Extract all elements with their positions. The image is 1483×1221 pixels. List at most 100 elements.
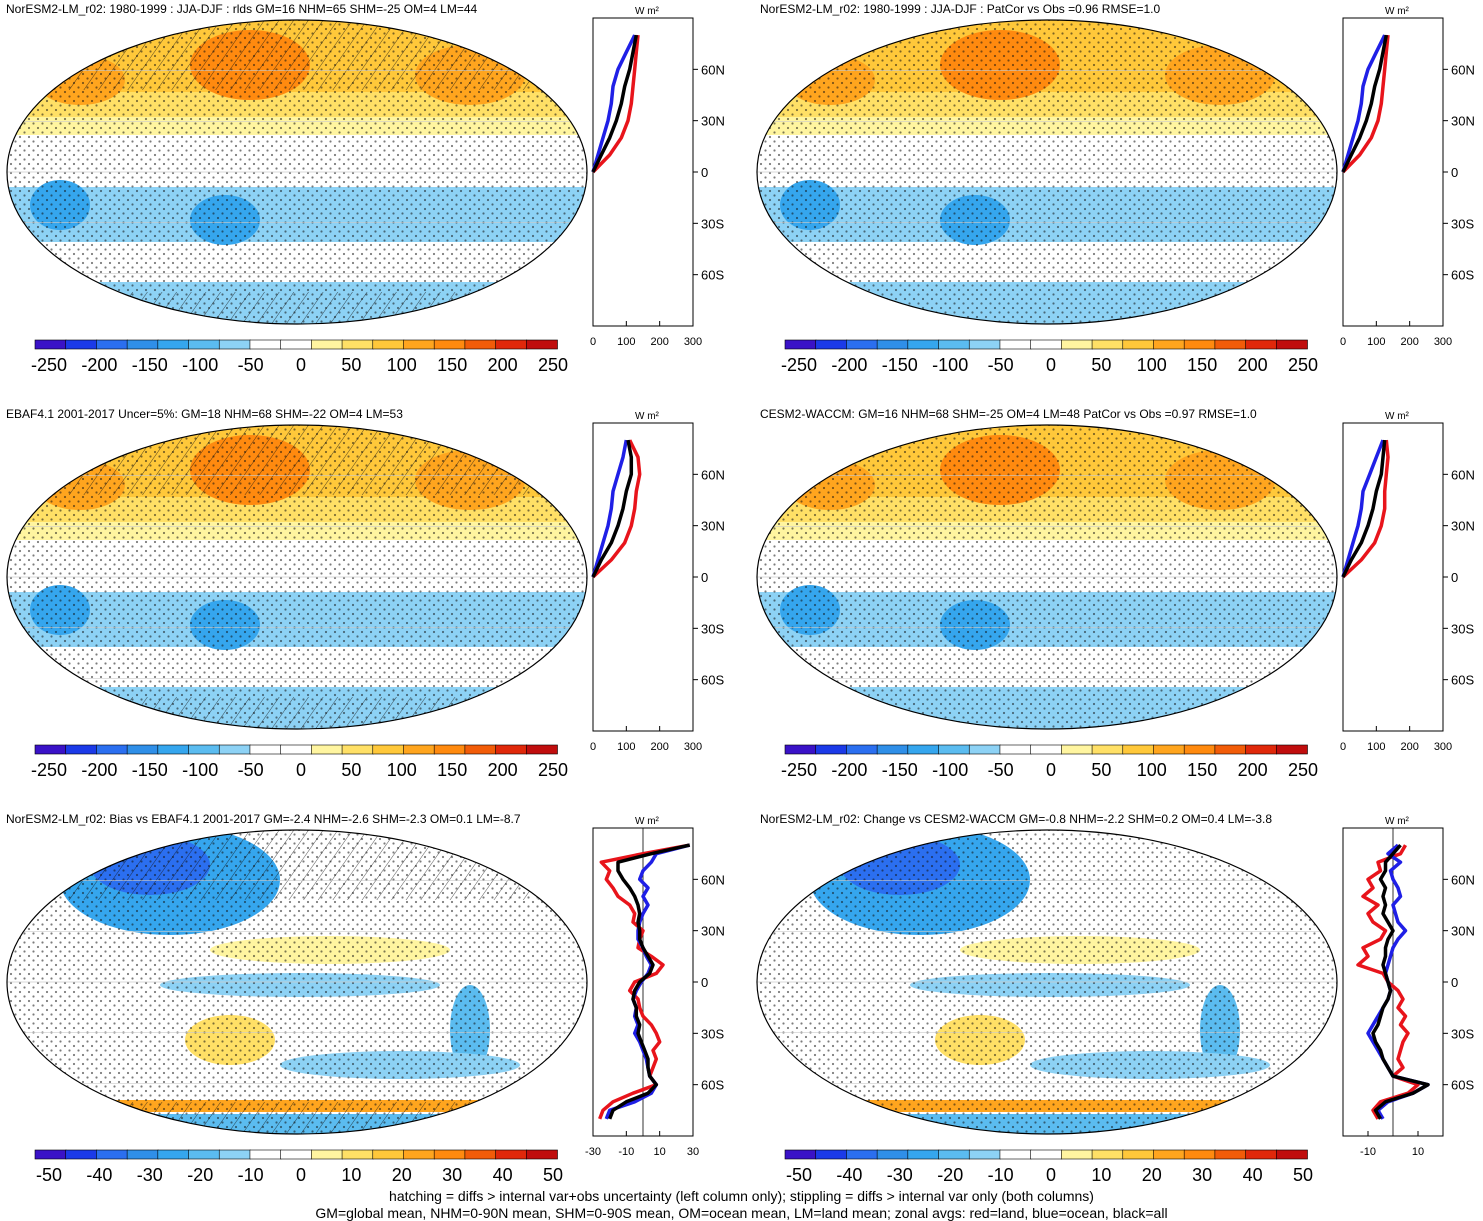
colorbar-tick-label: -50	[786, 1165, 812, 1185]
colorbar-swatch	[938, 1149, 971, 1160]
panel-title: EBAF4.1 2001-2017 Uncer=5%: GM=18 NHM=68…	[6, 407, 403, 421]
colorbar-tick-label: 40	[493, 1165, 513, 1185]
profile-x-tick-label: 100	[1367, 741, 1385, 753]
series-line-ocean	[1341, 34, 1387, 173]
colorbar-swatch	[1245, 339, 1278, 350]
colorbar-swatch	[433, 339, 466, 350]
colorbar-swatch	[341, 339, 374, 350]
colorbar-tick-label: -250	[31, 760, 67, 780]
colorbar-swatch	[280, 339, 313, 350]
colorbar-tick-label: 30	[442, 1165, 462, 1185]
footer-line-1: hatching = diffs > internal var+obs unce…	[389, 1188, 1094, 1204]
colorbar-swatch	[1153, 744, 1185, 755]
colorbar-swatch	[784, 1149, 817, 1160]
colorbar-swatch	[157, 744, 190, 755]
zonal-profile: W m² 0 100 200 300 60N 30N 0 30S 60S	[1340, 411, 1475, 753]
colorbar-tick-label: 20	[392, 1165, 412, 1185]
colorbar-swatch	[249, 1149, 282, 1160]
profile-y-tick-label: 30N	[1451, 924, 1475, 939]
colorbar-swatch	[341, 744, 374, 755]
profile-y-tick-label: 30N	[1451, 519, 1475, 534]
panel-title: CESM2-WACCM: GM=16 NHM=68 SHM=-25 OM=4 L…	[760, 407, 1257, 421]
colorbar-tick-label: 100	[1137, 355, 1167, 375]
colorbar-swatch	[218, 744, 251, 755]
profile-y-tick-label: 60N	[701, 467, 725, 482]
panel-title: NorESM2-LM_r02: 1980-1999 : JJA-DJF : Pa…	[760, 2, 1161, 16]
colorbar-tick-label: 30	[1192, 1165, 1212, 1185]
colorbar-tick-label: -10	[238, 1165, 264, 1185]
profile-y-tick-label: 30S	[1451, 1026, 1474, 1041]
colorbar-swatch	[372, 744, 405, 755]
colorbar-tick-label: -100	[182, 355, 218, 375]
series-line-all	[608, 843, 691, 1120]
colorbar-tick-label: -150	[882, 355, 918, 375]
colorbar-swatch	[34, 744, 67, 755]
colorbar-swatch	[1214, 339, 1247, 350]
profile-x-tick-label: 200	[1400, 336, 1418, 348]
series-line-all	[1341, 34, 1389, 173]
colorbar-tick-label: 250	[1288, 355, 1318, 375]
colorbar-tick-label: 0	[1046, 1165, 1056, 1185]
colorbar-swatch	[1183, 339, 1216, 350]
colorbar-tick-label: 10	[341, 1165, 361, 1185]
colorbar-swatch	[218, 1149, 251, 1160]
colorbar-swatch	[1153, 339, 1185, 350]
colorbar-tick-label: -40	[836, 1165, 862, 1185]
colorbar-swatch	[464, 339, 497, 350]
colorbar-swatch	[784, 339, 817, 350]
profile-y-tick-label: 0	[1451, 165, 1458, 180]
colorbar-tick-label: -50	[238, 355, 264, 375]
colorbar-swatch	[525, 1149, 558, 1160]
profile-y-tick-label: 0	[1451, 975, 1458, 990]
colorbar-swatch	[1061, 1149, 1093, 1160]
colorbar-swatch	[968, 1149, 1001, 1160]
profile-y-tick-label: 60S	[701, 268, 724, 283]
profile-x-tick-label: 0	[1340, 741, 1346, 753]
colorbar-swatch	[1091, 339, 1124, 350]
profile-unit-label: W m²	[1385, 816, 1410, 827]
colorbar-swatch	[1214, 744, 1247, 755]
profile-y-tick-label: 30S	[1451, 216, 1474, 231]
colorbar-tick-label: 0	[1046, 760, 1056, 780]
profile-unit-label: W m²	[1385, 6, 1410, 17]
colorbar-swatch	[876, 744, 909, 755]
colorbar-swatch	[1122, 744, 1155, 755]
colorbar-tick-label: 100	[1137, 760, 1167, 780]
profile-x-tick-label: 10	[1412, 1146, 1424, 1158]
zonal-profile: W m² 0 100 200 300 60N 30N 0 30S 60S	[590, 411, 725, 753]
profile-y-tick-label: 30S	[701, 1026, 724, 1041]
colorbar-swatch	[126, 1149, 159, 1160]
profile-x-tick-label: 100	[617, 741, 635, 753]
series-line-land	[591, 439, 642, 579]
profile-x-tick-label: -10	[1360, 1146, 1376, 1158]
series-line-all	[1341, 439, 1387, 578]
colorbar-swatch	[846, 744, 878, 755]
profile-y-tick-label: 60N	[1451, 872, 1475, 887]
profile-y-tick-label: 60S	[1451, 673, 1474, 688]
panel-2: -250 -200 -150 -100 -50 0 50 100 150 200 250 W m² 0 1…	[756, 6, 1475, 375]
profile-x-tick-label: 300	[684, 336, 702, 348]
colorbar-swatch	[525, 744, 558, 755]
series-line-all	[591, 439, 634, 578]
colorbar-swatch	[65, 1149, 98, 1160]
profile-y-tick-label: 0	[1451, 570, 1458, 585]
colorbar: -250 -200 -150 -100 -50 0 50 100 150 200 250	[781, 339, 1318, 375]
profile-x-tick-label: 0	[1340, 336, 1346, 348]
colorbar-swatch	[34, 1149, 67, 1160]
colorbar-swatch	[1214, 1149, 1247, 1160]
series-line-land	[591, 34, 640, 174]
colorbar-tick-label: 10	[1091, 1165, 1111, 1185]
profile-y-tick-label: 60S	[1451, 268, 1474, 283]
profile-y-tick-label: 60N	[701, 872, 725, 887]
profile-x-tick-label: 300	[684, 741, 702, 753]
colorbar-tick-label: -10	[988, 1165, 1014, 1185]
colorbar-tick-label: -100	[182, 760, 218, 780]
profile-y-tick-label: 60N	[1451, 62, 1475, 77]
colorbar-swatch	[311, 1149, 343, 1160]
colorbar-swatch	[907, 339, 940, 350]
colorbar-swatch	[341, 1149, 374, 1160]
profile-x-tick-label: 10	[654, 1146, 666, 1158]
colorbar-swatch	[1030, 339, 1063, 350]
colorbar-swatch	[495, 1149, 528, 1160]
colorbar-tick-label: 0	[296, 355, 306, 375]
